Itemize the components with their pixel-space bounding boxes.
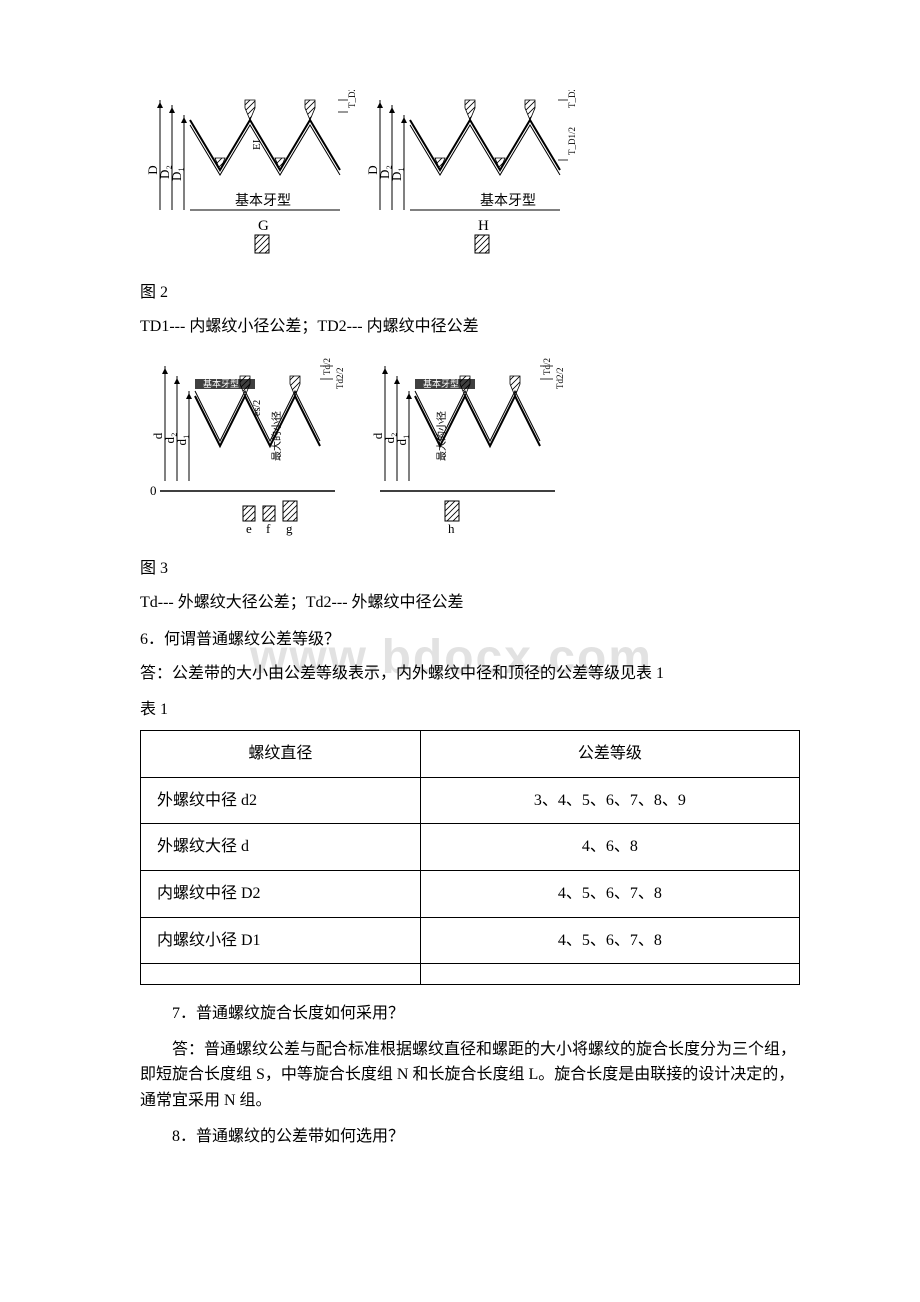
- svg-text:d₁: d₁: [394, 435, 409, 446]
- svg-text:0: 0: [150, 483, 157, 498]
- tolerance-grade-table: 螺纹直径 公差等级 外螺纹中径 d2 3、4、5、6、7、8、9 外螺纹大径 d…: [140, 730, 800, 985]
- q6-question: 6．何谓普通螺纹公差等级？: [140, 627, 800, 653]
- svg-text:f: f: [266, 521, 271, 536]
- table-row: 内螺纹中径 D2 4、5、6、7、8: [141, 870, 800, 917]
- table-cell-empty: [141, 964, 421, 985]
- table-row: [141, 964, 800, 985]
- figure2-diagram: D D₂ D₁: [140, 90, 800, 270]
- svg-text:e: e: [246, 521, 252, 536]
- table-header-row: 螺纹直径 公差等级: [141, 731, 800, 778]
- svg-text:Td2/2: Td2/2: [555, 368, 565, 390]
- table-cell-diameter: 外螺纹大径 d: [141, 824, 421, 871]
- q6-answer: 答：公差带的大小由公差等级表示，内外螺纹中径和顶径的公差等级见表 1: [140, 661, 800, 687]
- svg-text:h: h: [448, 521, 455, 536]
- figure3-diagram: d d₂ d₁ 基本牙型: [140, 351, 800, 546]
- svg-text:基本牙型: 基本牙型: [480, 192, 536, 209]
- svg-text:D₁: D₁: [389, 167, 404, 181]
- table-cell-empty: [420, 964, 799, 985]
- svg-text:Td/2: Td/2: [322, 358, 332, 375]
- figure3-caption: 图 3: [140, 556, 800, 582]
- svg-text:T_D1/2: T_D1/2: [567, 127, 577, 155]
- svg-text:G: G: [258, 218, 269, 234]
- figure3-definition: Td--- 外螺纹大径公差；Td2--- 外螺纹中径公差: [140, 590, 800, 616]
- svg-text:T_D2/2: T_D2/2: [567, 90, 577, 108]
- q8-question: 8．普通螺纹的公差带如何选用？: [140, 1124, 800, 1150]
- svg-text:d₁: d₁: [174, 435, 189, 446]
- table-cell-grade: 3、4、5、6、7、8、9: [420, 777, 799, 824]
- table-cell-diameter: 内螺纹中径 D2: [141, 870, 421, 917]
- table-row: 外螺纹大径 d 4、6、8: [141, 824, 800, 871]
- table-cell-grade: 4、5、6、7、8: [420, 917, 799, 964]
- svg-text:基本牙型: 基本牙型: [423, 378, 459, 389]
- svg-text:T_D2/2: T_D2/2: [347, 90, 357, 108]
- svg-text:Td2/2: Td2/2: [335, 368, 345, 390]
- svg-text:最大的小径: 最大的小径: [435, 411, 448, 461]
- table-header-diameter: 螺纹直径: [141, 731, 421, 778]
- q7-question: 7．普通螺纹旋合长度如何采用？: [140, 1001, 800, 1027]
- table-row: 内螺纹小径 D1 4、5、6、7、8: [141, 917, 800, 964]
- svg-text:D₁: D₁: [169, 167, 184, 181]
- svg-text:EI: EI: [251, 139, 263, 150]
- figure2-definition: TD1--- 内螺纹小径公差；TD2--- 内螺纹中径公差: [140, 314, 800, 340]
- svg-text:Td/2: Td/2: [542, 358, 552, 375]
- table-row: 外螺纹中径 d2 3、4、5、6、7、8、9: [141, 777, 800, 824]
- svg-text:g: g: [286, 521, 293, 536]
- svg-text:最大的小径: 最大的小径: [270, 411, 283, 461]
- table-cell-diameter: 内螺纹小径 D1: [141, 917, 421, 964]
- svg-text:基本牙型: 基本牙型: [235, 192, 291, 209]
- table-header-grade: 公差等级: [420, 731, 799, 778]
- svg-text:基本牙型: 基本牙型: [203, 378, 239, 389]
- table-cell-diameter: 外螺纹中径 d2: [141, 777, 421, 824]
- table-cell-grade: 4、5、6、7、8: [420, 870, 799, 917]
- table1-label: 表 1: [140, 697, 800, 723]
- q7-answer: 答：普通螺纹公差与配合标准根据螺纹直径和螺距的大小将螺纹的旋合长度分为三个组，即…: [140, 1037, 800, 1114]
- table-cell-grade: 4、6、8: [420, 824, 799, 871]
- svg-text:H: H: [478, 218, 489, 234]
- svg-text:es/2: es/2: [252, 400, 263, 416]
- figure2-caption: 图 2: [140, 280, 800, 306]
